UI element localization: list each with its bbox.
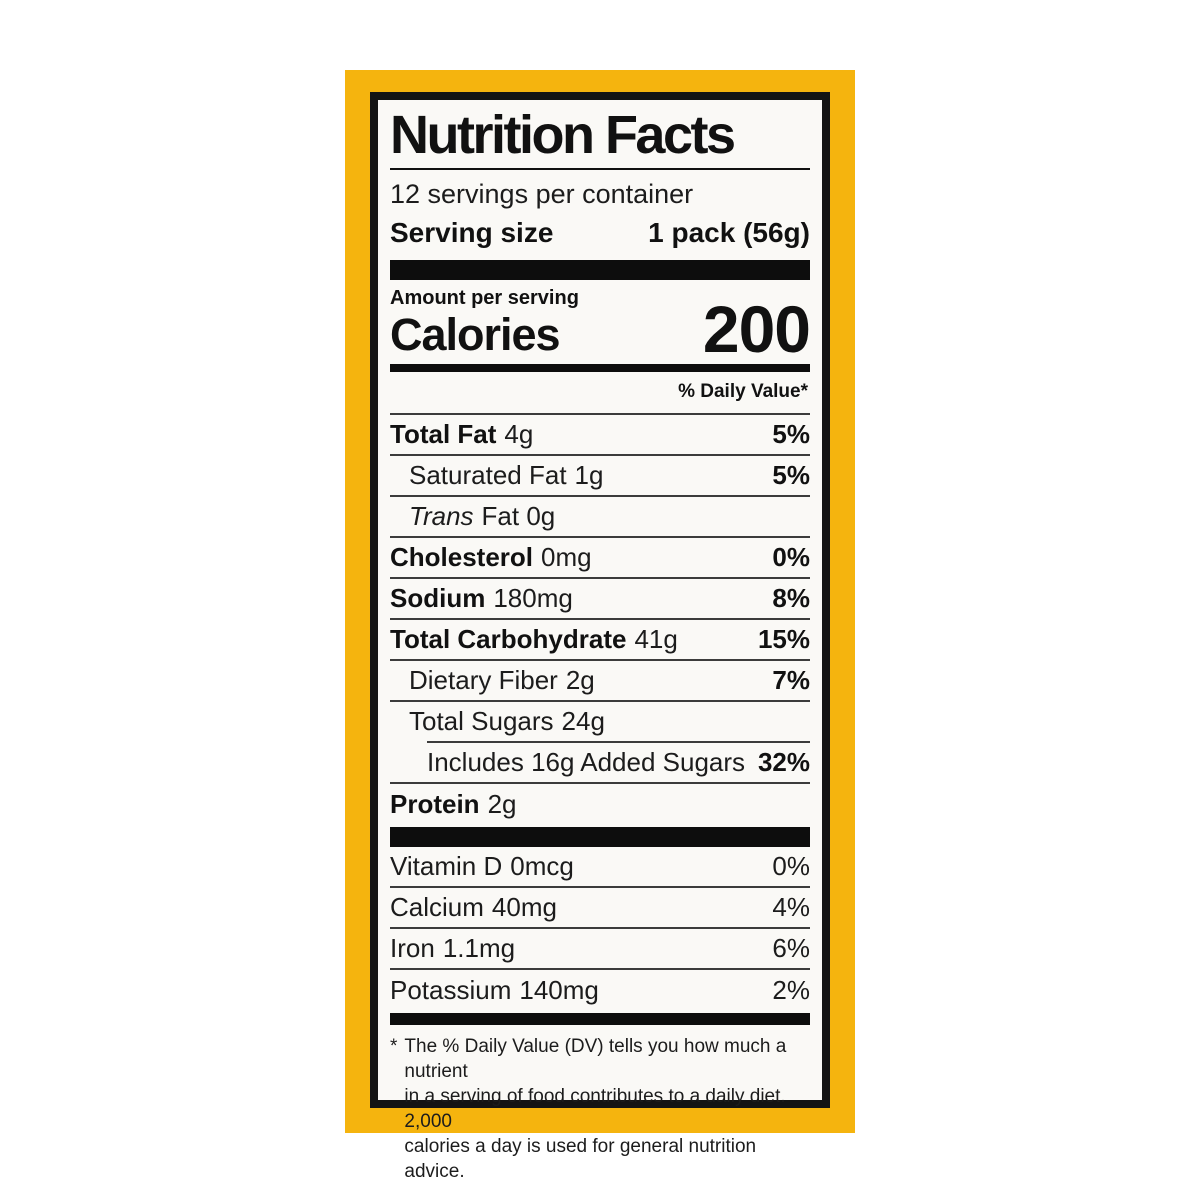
nutrient-amount: 4g [504, 418, 534, 449]
micronutrient-row-calcium: Calcium 40mg 4% [390, 888, 810, 929]
nutrient-row-sodium: Sodium 180mg 8% [390, 579, 810, 620]
calories-divider [390, 363, 810, 372]
calories-block: Amount per serving Calories 200 [390, 280, 811, 366]
calories-left-column: Amount per serving Calories [390, 287, 579, 358]
nutrient-name: Trans [409, 500, 474, 531]
nutrient-name: Iron [390, 932, 435, 963]
nutrient-amount: 41g [634, 623, 678, 654]
nutrient-amount: 2g [487, 788, 517, 819]
nutrient-name: Potassium [390, 974, 512, 1005]
nutrient-text: Potassium 140mg [390, 975, 599, 1006]
nutrient-row-dietary-fiber: Dietary Fiber 2g 7% [390, 661, 810, 702]
serving-size-label: Serving size [390, 217, 554, 248]
micronutrient-row-iron: Iron 1.1mg 6% [390, 929, 810, 970]
nutrient-amount: 1.1mg [442, 932, 516, 963]
nutrient-name: Total Sugars [409, 705, 554, 736]
nutrient-name: Includes 16g Added Sugars [427, 746, 746, 777]
daily-value-footnote: * The % Daily Value (DV) tells you how m… [390, 1025, 810, 1184]
nutrient-dv: 5% [772, 459, 810, 490]
nutrient-row-trans-fat: Trans Fat 0g [390, 497, 810, 538]
nutrient-text: Vitamin D 0mcg [390, 851, 574, 882]
nutrient-row-total-carbohydrate: Total Carbohydrate 41g 15% [390, 620, 810, 661]
nutrient-amount: 24g [561, 705, 605, 736]
nutrient-row-protein: Protein 2g [390, 784, 810, 825]
nutrient-name: Total Fat [390, 418, 497, 449]
thick-divider-middle [390, 826, 810, 847]
nutrient-amount: Fat 0g [481, 500, 556, 531]
nutrient-row-saturated-fat: Saturated Fat 1g 5% [390, 456, 810, 497]
nutrient-amount: 1g [574, 459, 604, 490]
amount-per-serving-label: Amount per serving [390, 287, 579, 309]
servings-per-container: 12 servings per container [390, 179, 694, 209]
nutrient-text: Total Fat 4g [390, 419, 533, 450]
nutrient-row-added-sugars: Includes 16g Added Sugars 32% [390, 743, 810, 784]
nutrient-dv: 2% [772, 974, 810, 1005]
label-title: Nutrition Facts [390, 100, 810, 170]
nutrient-text: Includes 16g Added Sugars [427, 747, 745, 778]
nutrient-row-total-fat: Total Fat 4g 5% [390, 415, 810, 456]
nutrient-dv: 7% [772, 664, 810, 695]
nutrient-dv: 32% [757, 746, 810, 777]
nutrient-row-cholesterol: Cholesterol 0mg 0% [390, 538, 810, 579]
calories-label: Calories [390, 309, 561, 360]
nutrient-amount: 180mg [493, 582, 573, 613]
footnote-asterisk: * [390, 1035, 398, 1057]
nutrient-amount: 0mg [541, 541, 592, 572]
thick-divider-bottom [390, 1012, 810, 1025]
nutrient-text: Iron 1.1mg [390, 933, 515, 964]
nutrient-text: Saturated Fat 1g [409, 460, 603, 491]
nutrient-text: Protein 2g [390, 789, 517, 820]
yellow-label-panel: Nutrition Facts 12 servings per containe… [345, 70, 855, 1182]
nutrition-facts-label: Nutrition Facts 12 servings per containe… [370, 92, 830, 1182]
nutrient-row-total-sugars: Total Sugars 24g [390, 702, 810, 743]
nutrient-dv: 5% [772, 418, 810, 449]
nutrient-name: Protein [390, 788, 480, 819]
nutrient-dv: 6% [772, 932, 810, 963]
nutrient-text: Dietary Fiber 2g [409, 665, 595, 696]
nutrient-text: Calcium 40mg [390, 892, 557, 923]
nutrient-text: Sodium 180mg [390, 583, 573, 614]
nutrient-amount: 0mcg [510, 850, 574, 881]
nutrient-name: Vitamin D [390, 850, 503, 881]
thick-divider-top [390, 260, 810, 280]
nutrient-text: Trans Fat 0g [409, 501, 555, 532]
nutrient-text: Total Sugars 24g [409, 706, 605, 737]
nutrient-name: Saturated Fat [409, 459, 567, 490]
serving-size-value: 1 pack (56g) [648, 217, 810, 248]
nutrient-amount: 2g [565, 664, 595, 695]
nutrient-dv: 0% [772, 541, 810, 572]
micronutrient-row-potassium: Potassium 140mg 2% [390, 970, 810, 1011]
nutrient-text: Total Carbohydrate 41g [390, 624, 678, 655]
nutrient-dv: 8% [772, 582, 810, 613]
nutrient-name: Sodium [390, 582, 486, 613]
nutrient-text: Cholesterol 0mg [390, 542, 592, 573]
nutrient-dv: 0% [772, 850, 810, 881]
footnote-text: The % Daily Value (DV) tells you how muc… [404, 1035, 787, 1182]
daily-value-header: % Daily Value* [390, 372, 810, 415]
nutrient-name: Cholesterol [390, 541, 534, 572]
serving-size-row: Serving size 1 pack (56g) [390, 210, 810, 249]
nutrient-amount: 140mg [519, 974, 599, 1005]
nutrient-name: Calcium [390, 891, 484, 922]
nutrient-name: Dietary Fiber [409, 664, 558, 695]
micronutrient-row-vitamin-d: Vitamin D 0mcg 0% [390, 847, 810, 888]
nutrient-name: Total Carbohydrate [390, 623, 627, 654]
nutrient-amount: 40mg [491, 891, 557, 922]
nutrient-dv: 15% [757, 623, 810, 654]
calories-value: 200 [702, 291, 811, 366]
nutrient-dv: 4% [772, 891, 810, 922]
